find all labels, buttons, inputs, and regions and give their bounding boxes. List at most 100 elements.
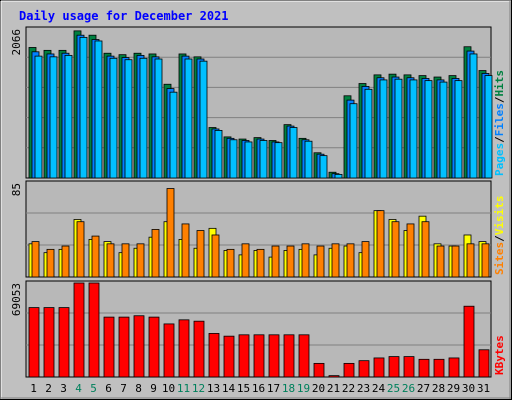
bar-kbytes-day-24 bbox=[373, 357, 385, 378]
x-tick-label-day-18: 18 bbox=[282, 382, 295, 395]
bar-kbytes-day-13 bbox=[208, 333, 220, 378]
x-tick-label-day-17: 17 bbox=[267, 382, 280, 395]
bar-sites-day-13 bbox=[211, 234, 220, 278]
bar-sites-day-3 bbox=[61, 245, 70, 278]
bar-pages-day-10 bbox=[169, 91, 178, 179]
bar-kbytes-day-18 bbox=[283, 334, 295, 378]
bar-kbytes-day-20 bbox=[313, 362, 325, 378]
bar-pages-day-5 bbox=[94, 40, 103, 179]
bar-sites-day-28 bbox=[436, 245, 445, 278]
bar-sites-day-23 bbox=[361, 241, 370, 278]
bar-kbytes-day-27 bbox=[418, 358, 430, 378]
x-tick-label-day-15: 15 bbox=[237, 382, 250, 395]
bar-kbytes-day-22 bbox=[343, 362, 355, 378]
x-tick-label-day-14: 14 bbox=[222, 382, 236, 395]
x-tick-label-day-12: 12 bbox=[192, 382, 205, 395]
bar-pages-day-4 bbox=[79, 36, 88, 179]
bar-sites-day-15 bbox=[241, 243, 250, 278]
x-tick-label-day-13: 13 bbox=[207, 382, 220, 395]
bar-kbytes-day-23 bbox=[358, 360, 370, 378]
bar-pages-day-29 bbox=[454, 80, 463, 179]
series-side-label: Sites/Visits bbox=[493, 196, 506, 276]
x-tick-label-day-8: 8 bbox=[135, 382, 142, 395]
bar-sites-day-4 bbox=[76, 221, 85, 278]
bar-pages-day-14 bbox=[229, 139, 238, 179]
bar-pages-day-30 bbox=[469, 53, 478, 179]
bar-sites-day-24 bbox=[376, 210, 385, 278]
bar-sites-day-10 bbox=[166, 188, 175, 278]
bar-kbytes-day-11 bbox=[178, 319, 190, 378]
bar-sites-day-27 bbox=[421, 221, 430, 278]
bar-sites-day-1 bbox=[31, 241, 40, 278]
side-label-part: Files bbox=[493, 103, 506, 136]
x-tick-label-day-4: 4 bbox=[75, 382, 82, 395]
x-tick-label-day-31: 31 bbox=[477, 382, 490, 395]
x-tick-label-day-22: 22 bbox=[342, 382, 355, 395]
bar-sites-day-14 bbox=[226, 248, 235, 278]
bar-pages-day-6 bbox=[109, 57, 118, 179]
bar-sites-day-8 bbox=[136, 243, 145, 278]
bar-kbytes-day-12 bbox=[193, 320, 205, 378]
bar-pages-day-17 bbox=[274, 142, 283, 179]
bar-pages-day-21 bbox=[334, 173, 343, 179]
bar-kbytes-day-28 bbox=[433, 358, 445, 378]
x-tick-label-day-16: 16 bbox=[252, 382, 265, 395]
bar-kbytes-day-8 bbox=[133, 315, 145, 378]
bar-kbytes-day-9 bbox=[148, 316, 160, 378]
bar-sites-day-5 bbox=[91, 235, 100, 278]
bar-sites-day-21 bbox=[331, 243, 340, 278]
bar-pages-day-18 bbox=[289, 127, 298, 179]
bar-pages-day-20 bbox=[319, 155, 328, 179]
x-tick-label-day-21: 21 bbox=[327, 382, 340, 395]
bar-kbytes-day-1 bbox=[28, 307, 40, 378]
bar-kbytes-day-6 bbox=[103, 316, 115, 378]
bar-sites-day-2 bbox=[46, 248, 55, 278]
bar-kbytes-day-19 bbox=[298, 334, 310, 378]
x-tick-label-day-7: 7 bbox=[120, 382, 127, 395]
x-tick-label-day-23: 23 bbox=[357, 382, 370, 395]
x-tick-label-day-9: 9 bbox=[150, 382, 157, 395]
bar-kbytes-day-29 bbox=[448, 357, 460, 378]
bar-sites-day-26 bbox=[406, 223, 415, 278]
bar-sites-day-17 bbox=[271, 245, 280, 278]
bar-kbytes-day-5 bbox=[88, 282, 100, 378]
bar-pages-day-25 bbox=[394, 78, 403, 179]
x-tick-label-day-26: 26 bbox=[402, 382, 415, 395]
bar-sites-day-11 bbox=[181, 223, 190, 278]
bar-pages-day-9 bbox=[154, 58, 163, 179]
side-label-part: / bbox=[493, 235, 506, 242]
bar-sites-day-19 bbox=[301, 243, 310, 278]
x-tick-label-day-11: 11 bbox=[177, 382, 190, 395]
bar-pages-day-28 bbox=[439, 81, 448, 179]
x-tick-label-day-30: 30 bbox=[462, 382, 475, 395]
bar-pages-day-22 bbox=[349, 103, 358, 179]
bar-kbytes-day-4 bbox=[73, 282, 85, 378]
side-label-part: Sites bbox=[493, 242, 506, 275]
side-label-part: / bbox=[493, 96, 506, 103]
bar-pages-day-11 bbox=[184, 58, 193, 179]
bar-pages-day-31 bbox=[484, 75, 493, 179]
bar-kbytes-day-3 bbox=[58, 307, 70, 378]
bar-kbytes-day-2 bbox=[43, 307, 55, 378]
x-tick-label-day-10: 10 bbox=[162, 382, 175, 395]
x-tick-label-day-24: 24 bbox=[372, 382, 386, 395]
bar-pages-day-16 bbox=[259, 140, 268, 179]
series-side-label: Pages/Files/Hits bbox=[493, 70, 506, 176]
y-max-label: 85 bbox=[10, 183, 23, 196]
side-label-part: Hits bbox=[493, 70, 506, 97]
bar-kbytes-day-15 bbox=[238, 334, 250, 378]
x-tick-label-day-6: 6 bbox=[105, 382, 112, 395]
x-tick-label-day-2: 2 bbox=[45, 382, 52, 395]
x-tick-label-day-5: 5 bbox=[90, 382, 97, 395]
bar-sites-day-16 bbox=[256, 248, 265, 278]
x-tick-label-day-20: 20 bbox=[312, 382, 325, 395]
x-tick-label-day-25: 25 bbox=[387, 382, 400, 395]
bar-sites-day-18 bbox=[286, 245, 295, 278]
bar-sites-day-9 bbox=[151, 229, 160, 278]
bar-pages-day-13 bbox=[214, 130, 223, 179]
bar-kbytes-day-17 bbox=[268, 334, 280, 378]
bar-pages-day-15 bbox=[244, 141, 253, 179]
